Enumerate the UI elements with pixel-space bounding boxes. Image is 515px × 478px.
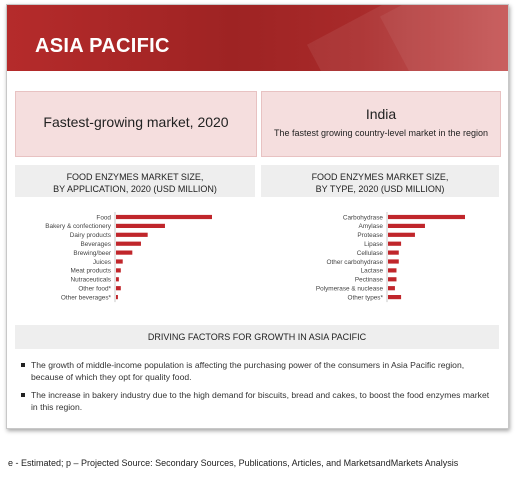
application-bar (116, 268, 121, 273)
application-bar (116, 214, 212, 220)
type-bar-chart: Carbohydrase Amylase Protease Lipase Cellula… (316, 212, 465, 303)
application-category-label: Food (96, 214, 111, 221)
application-category-label: Nutraceuticals (71, 277, 112, 284)
type-category-label: Polymerase & nuclease (316, 286, 384, 293)
type-chart-title-line1: FOOD ENZYMES MARKET SIZE, (311, 172, 449, 182)
driving-factors-list: The growth of middle-income population i… (15, 359, 495, 419)
type-bar (388, 259, 399, 264)
application-bar (116, 241, 141, 246)
infographic-card: ASIA PACIFIC Fastest-growing market, 202… (6, 4, 509, 429)
application-bar (116, 223, 165, 228)
type-category-label: Amylase (358, 223, 383, 230)
list-item: The growth of middle-income population i… (15, 359, 495, 383)
source-footnote: e - Estimated; p – Projected Source: Sec… (8, 458, 459, 468)
application-chart-title-line1: FOOD ENZYMES MARKET SIZE, (66, 172, 204, 182)
country-subtitle: The fastest growing country-level market… (273, 128, 489, 138)
driver-text: The increase in bakery industry due to t… (31, 390, 490, 412)
application-bar (116, 286, 121, 291)
application-category-label: Juices (93, 259, 111, 266)
country-name: India (365, 106, 397, 122)
type-category-label: Pectinase (355, 277, 384, 284)
application-category-label: Meat products (71, 268, 112, 275)
type-bar (388, 268, 397, 273)
type-category-label: Carbohydrase (343, 214, 384, 221)
list-item: The increase in bakery industry due to t… (15, 389, 495, 413)
country-box: India The fastest growing country-level … (261, 91, 501, 157)
application-chart-title-line2: BY APPLICATION, 2020 (USD MILLION) (53, 184, 217, 194)
type-bar (388, 223, 425, 228)
type-bar (388, 277, 397, 282)
type-bar (388, 286, 395, 291)
type-category-label: Cellulase (357, 250, 384, 257)
driver-text: The growth of middle-income population i… (31, 360, 465, 382)
application-category-label: Other food* (78, 286, 111, 293)
type-bar (388, 232, 415, 237)
application-bar (116, 259, 123, 264)
type-category-label: Lipase (364, 241, 383, 248)
type-category-label: Other types* (347, 294, 383, 301)
type-chart-title-line2: BY TYPE, 2020 (USD MILLION) (315, 184, 445, 194)
type-bar (388, 241, 402, 246)
type-bar (388, 295, 402, 300)
type-bar (388, 214, 465, 220)
application-bar-chart: Food Bakery & confectionery Dairy products… (45, 212, 212, 303)
type-category-label: Lactase (361, 268, 384, 275)
application-bar (116, 277, 119, 282)
fastest-growing-box: Fastest-growing market, 2020 (15, 91, 257, 157)
application-category-label: Bakery & confectionery (45, 223, 112, 230)
application-chart-header: FOOD ENZYMES MARKET SIZE, BY APPLICATION… (15, 165, 255, 197)
application-bar (116, 232, 148, 237)
type-category-label: Protease (357, 232, 383, 239)
application-category-label: Beverages (80, 241, 111, 248)
bullet-icon (21, 393, 25, 397)
application-category-label: Dairy products (70, 232, 111, 239)
bullet-icon (21, 363, 25, 367)
type-category-label: Other carbohydrase (327, 259, 384, 266)
application-category-label: Other beverages* (61, 294, 112, 301)
fastest-growing-text: Fastest-growing market, 2020 (43, 114, 229, 130)
type-bar (388, 250, 399, 255)
driving-factors-header: DRIVING FACTORS FOR GROWTH IN ASIA PACIF… (15, 325, 499, 349)
type-chart-header: FOOD ENZYMES MARKET SIZE, BY TYPE, 2020 … (261, 165, 499, 197)
application-category-label: Brewing/beer (73, 250, 112, 257)
region-title: ASIA PACIFIC (35, 35, 170, 57)
application-bar (116, 250, 133, 255)
region-banner: ASIA PACIFIC (7, 5, 508, 71)
application-bar (116, 295, 118, 300)
